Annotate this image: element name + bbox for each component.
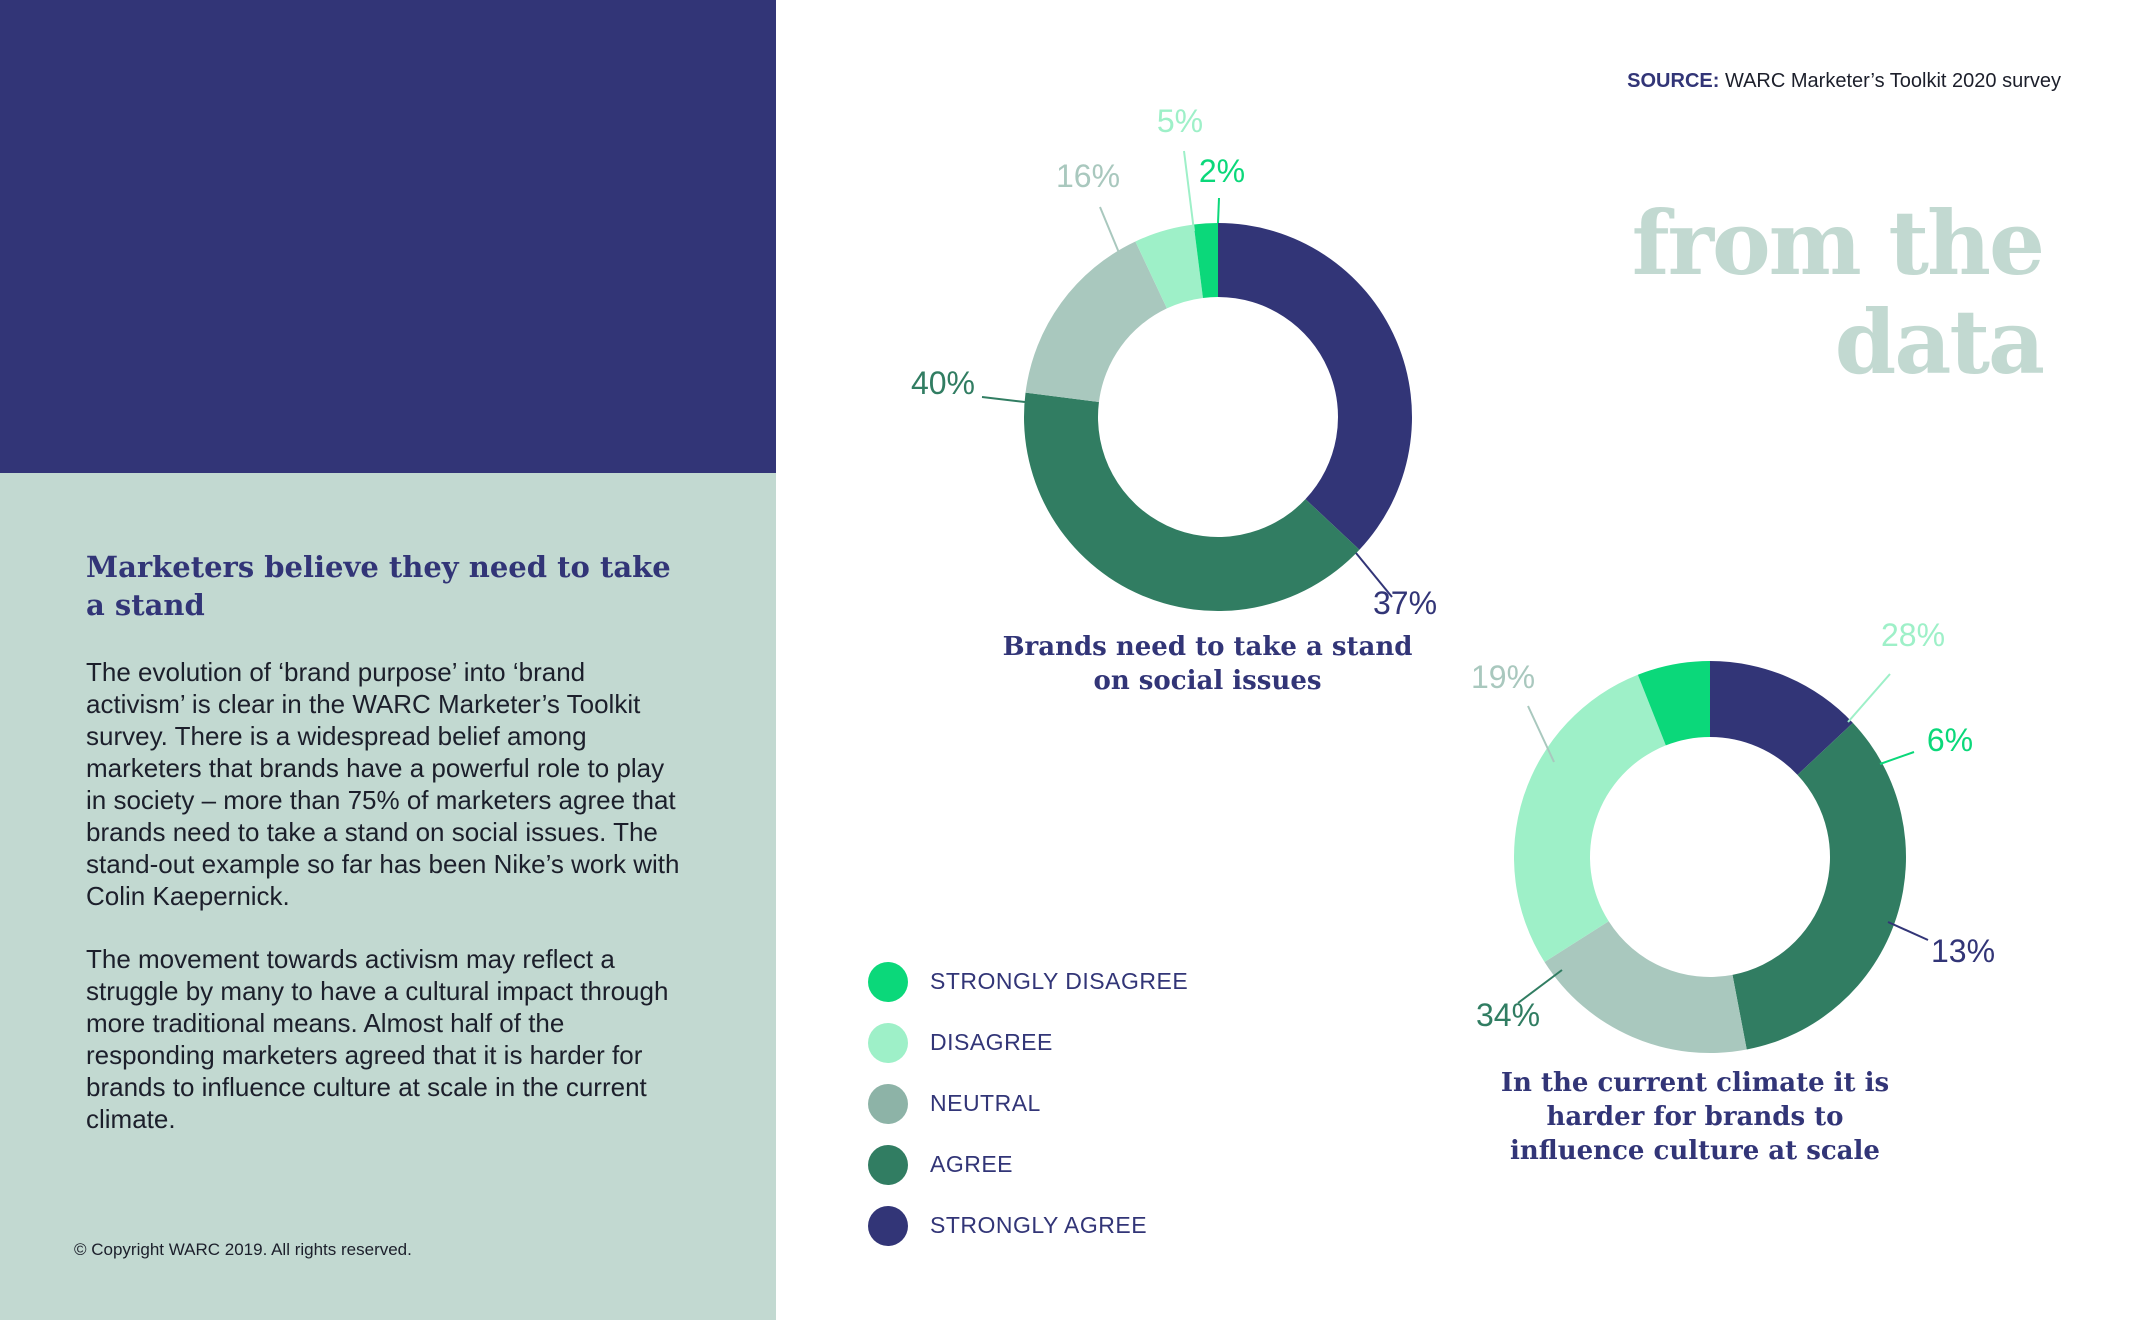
title-line-3: data [1834, 290, 2045, 394]
title-line-2: from the [1631, 191, 2045, 295]
page-title: Themes from the data [1631, 92, 2045, 394]
donut-2-label-agree: 34% [1476, 997, 1540, 1033]
body-paragraph-1: The evolution of ‘brand purpose’ into ‘b… [86, 657, 680, 911]
donut-2-leader-line [1517, 969, 1563, 1004]
donut-1-leader-line [1099, 206, 1123, 261]
donut-2-leader-line [1887, 921, 1929, 941]
chart-1-caption: Brands need to take a stand on social is… [1002, 632, 1413, 696]
legend-swatch [868, 1206, 908, 1246]
donut-2-segment-strongly-disagree [1637, 661, 1710, 746]
source-note: SOURCE: WARC Marketer’s Toolkit 2020 sur… [1627, 70, 2061, 93]
donut-1-leader-line [1183, 150, 1195, 232]
legend-label: NEUTRAL [930, 1090, 1041, 1116]
legend-swatch [868, 1084, 908, 1124]
donut-1-segment-agree [1024, 392, 1360, 611]
donut-1-segment-disagree [1135, 224, 1203, 309]
chart-2-caption: In the current climate it is harder for … [1500, 1068, 1890, 1166]
donut-1-segment-neutral [1025, 241, 1167, 402]
legend-swatch [868, 962, 908, 1002]
donut-2-label-strongly-agree: 13% [1931, 933, 1995, 969]
donut-1-leader-line [1355, 552, 1393, 598]
legend-label: STRONGLY DISAGREE [930, 968, 1189, 994]
legend-label: DISAGREE [930, 1029, 1053, 1055]
legend-swatch [868, 1023, 908, 1063]
donut-2-leader-line [1847, 673, 1891, 723]
copyright-notice: © Copyright WARC 2019. All rights reserv… [74, 1240, 412, 1259]
donut-2-segment-strongly-agree [1710, 661, 1853, 775]
donut-1-label-strongly-disagree: 2% [1199, 153, 1245, 189]
donut-chart-brands-take-stand: 37% 40% 16% 5% 2% [911, 103, 1437, 621]
donut-1-leader-line [1217, 197, 1220, 224]
donut-2-leader-line [1879, 751, 1915, 765]
title-panel [0, 0, 776, 473]
source-label: SOURCE: [1627, 70, 1720, 92]
donut-1-segment-strongly-agree [1218, 223, 1412, 550]
donut-2-label-strongly-disagree: 6% [1927, 722, 1973, 758]
text-panel [0, 473, 776, 1320]
donut-1-label-agree: 40% [911, 365, 975, 401]
donut-2-label-neutral: 19% [1471, 659, 1535, 695]
legend-swatch [868, 1145, 908, 1185]
donut-2-segment-neutral [1544, 921, 1747, 1053]
donut-1-segment-strongly-disagree [1193, 223, 1218, 298]
legend-label: STRONGLY AGREE [930, 1212, 1148, 1238]
legend-label: AGREE [930, 1151, 1014, 1177]
donut-2-leader-line [1527, 705, 1555, 763]
section-subheading: Marketers believe they need to take a st… [86, 550, 671, 622]
title-line-1: Themes [1670, 92, 2045, 196]
donut-chart-harder-to-influence: 13% 34% 19% 28% 6% [1471, 617, 1995, 1053]
donut-1-leader-line [981, 396, 1026, 403]
donut-1-label-neutral: 16% [1056, 158, 1120, 194]
donut-2-label-disagree: 28% [1881, 617, 1945, 653]
donut-2-segment-disagree [1513, 674, 1666, 963]
source-text: WARC Marketer’s Toolkit 2020 survey [1724, 70, 2061, 92]
body-paragraph-2: The movement towards activism may reflec… [86, 944, 669, 1134]
donut-1-label-disagree: 5% [1157, 103, 1203, 139]
donut-2-segment-agree [1732, 722, 1906, 1050]
donut-1-label-strongly-agree: 37% [1373, 585, 1437, 621]
